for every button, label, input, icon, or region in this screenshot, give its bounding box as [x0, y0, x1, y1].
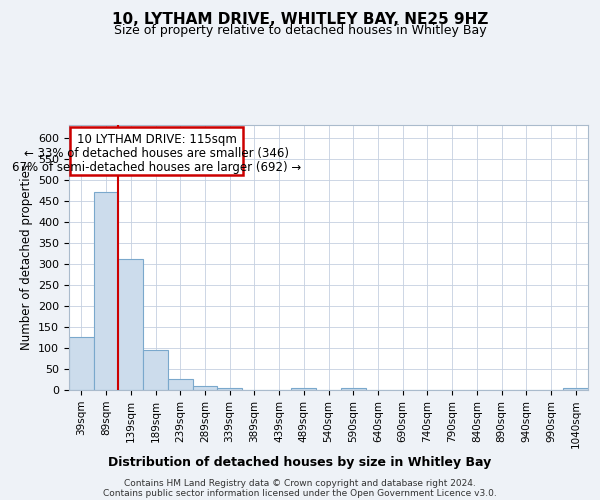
Text: 10 LYTHAM DRIVE: 115sqm: 10 LYTHAM DRIVE: 115sqm: [77, 133, 236, 146]
Bar: [143, 350, 168, 390]
Bar: [94, 192, 118, 390]
Y-axis label: Number of detached properties: Number of detached properties: [20, 164, 32, 350]
Text: Distribution of detached houses by size in Whitley Bay: Distribution of detached houses by size …: [109, 456, 491, 469]
FancyBboxPatch shape: [70, 127, 243, 176]
Bar: [563, 388, 588, 390]
Bar: [217, 388, 242, 390]
Bar: [69, 336, 94, 390]
Bar: [118, 259, 143, 390]
Bar: [193, 386, 217, 390]
Text: Size of property relative to detached houses in Whitley Bay: Size of property relative to detached ho…: [113, 24, 487, 37]
Text: 10, LYTHAM DRIVE, WHITLEY BAY, NE25 9HZ: 10, LYTHAM DRIVE, WHITLEY BAY, NE25 9HZ: [112, 12, 488, 28]
Bar: [168, 380, 193, 390]
Text: Contains public sector information licensed under the Open Government Licence v3: Contains public sector information licen…: [103, 490, 497, 498]
Bar: [341, 388, 365, 390]
Text: Contains HM Land Registry data © Crown copyright and database right 2024.: Contains HM Land Registry data © Crown c…: [124, 480, 476, 488]
Text: 67% of semi-detached houses are larger (692) →: 67% of semi-detached houses are larger (…: [12, 160, 301, 173]
Bar: [292, 388, 316, 390]
Text: ← 33% of detached houses are smaller (346): ← 33% of detached houses are smaller (34…: [24, 147, 289, 160]
